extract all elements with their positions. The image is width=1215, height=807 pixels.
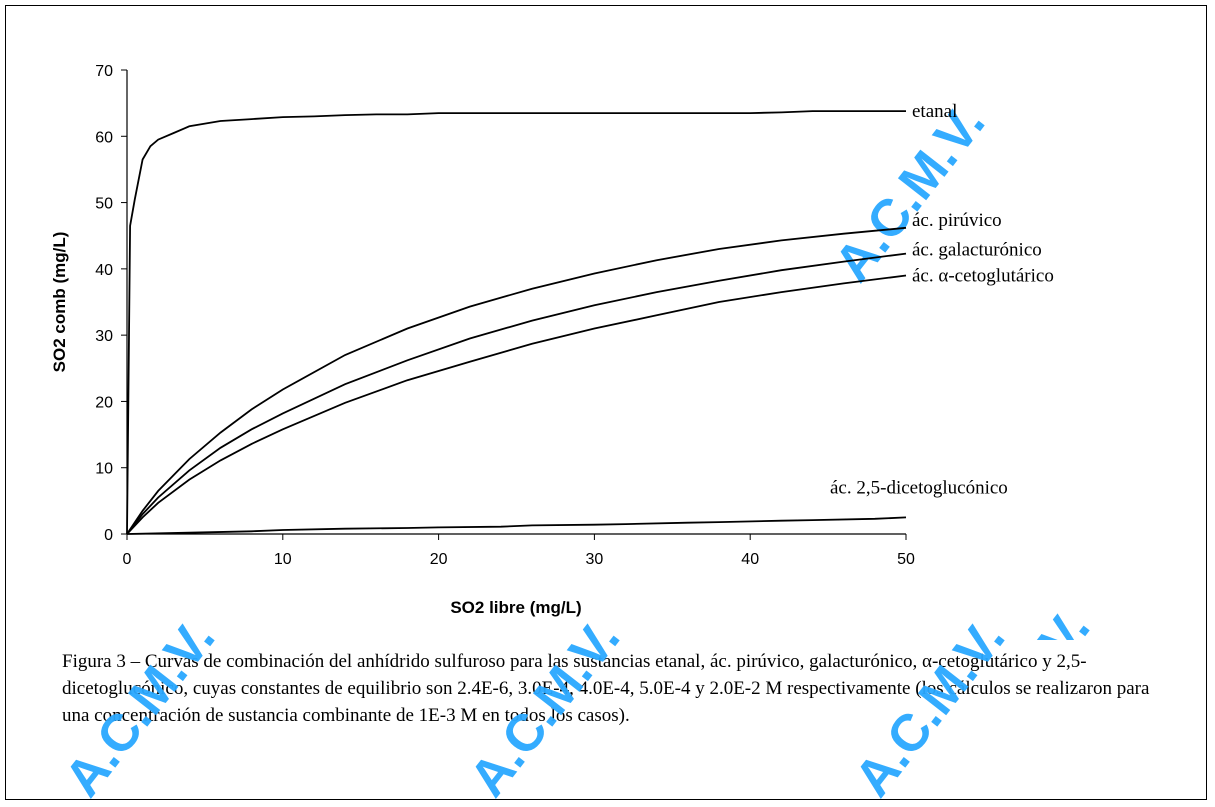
y-tick-label: 10	[95, 461, 113, 478]
figure-caption: Figura 3 – Curvas de combinación del anh…	[62, 651, 1150, 726]
series-line	[126, 252, 907, 535]
x-tick-label: 20	[430, 551, 448, 568]
x-axis-title: SO2 libre (mg/L)	[450, 598, 581, 617]
series-label: ác. 2,5-dicetoglucónico	[830, 477, 1008, 498]
y-tick-label: 70	[95, 63, 113, 80]
y-axis-title: SO2 comb (mg/L)	[50, 232, 69, 373]
y-tick-label: 60	[95, 129, 113, 146]
y-tick-label: 50	[95, 196, 113, 213]
series-labels: etanal ác. pirúvico ác. galacturónico ác. α…	[830, 101, 1054, 498]
watermark-top-right: A.C.M.V.	[824, 94, 997, 292]
x-tick-label: 50	[897, 551, 915, 568]
y-tick-label: 20	[95, 394, 113, 411]
series-line	[126, 274, 907, 535]
figure-frame	[5, 5, 1207, 800]
x-tick-label: 0	[123, 551, 132, 568]
series-lines	[126, 110, 907, 535]
series-line	[126, 110, 906, 535]
y-tick-label: 40	[95, 262, 113, 279]
watermark-group: A.C.M.V. A.C.M.V.	[824, 94, 1102, 640]
y-tick-label: 30	[95, 328, 113, 345]
x-tick-label: 10	[274, 551, 292, 568]
series-line	[126, 516, 907, 535]
series-label: ác. pirúvico	[912, 210, 1002, 231]
series-label: ác. galacturónico	[912, 240, 1042, 261]
ticks: 0 10 20 30 40 50 60 70 0 10 20 30 40 50	[95, 63, 915, 568]
x-tick-label: 40	[741, 551, 759, 568]
series-line	[126, 226, 907, 535]
series-label: ác. α-cetoglutárico	[912, 265, 1054, 286]
watermark-bottom-right: A.C.M.V.	[929, 599, 1102, 640]
chart: A.C.M.V. A.C.M.V. 0 10 20 30 40 50 60 70 0 10 20 30…	[50, 63, 1102, 640]
x-tick-label: 30	[586, 551, 604, 568]
series-label: etanal	[912, 101, 957, 122]
y-tick-label: 0	[104, 527, 113, 544]
